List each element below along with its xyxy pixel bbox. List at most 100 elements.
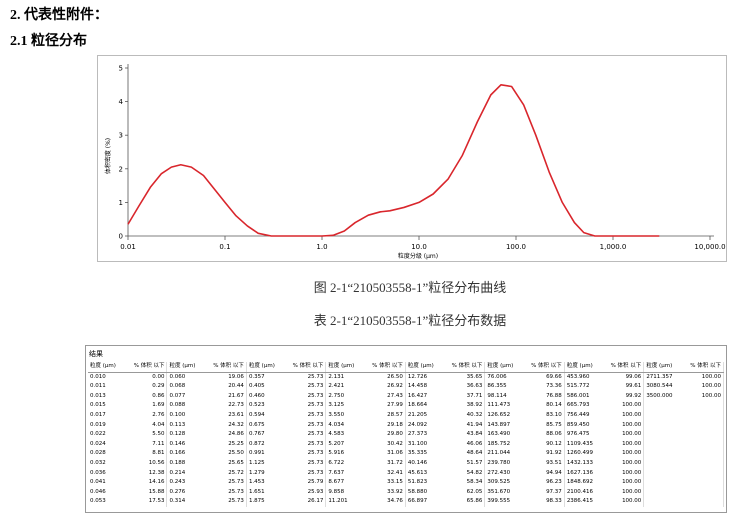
volume-cell: 100.00 [683, 382, 725, 392]
size-cell: 1.875 [248, 498, 265, 505]
size-cell: 0.010 [90, 373, 106, 380]
volume-cell: 41.94 [444, 420, 486, 431]
volume-cell: 29.18 [365, 420, 406, 431]
column-header: 粒度 (μm) [88, 362, 127, 373]
figure-caption: 图 2-1“210503558-1”粒径分布曲线 [313, 280, 507, 295]
y-tick-label: 5 [119, 65, 123, 73]
volume-cell: 7.11 [127, 439, 168, 450]
volume-cell: 30.42 [365, 439, 406, 450]
volume-cell: 94.94 [524, 468, 565, 479]
size-cell: 2711.357 [646, 373, 673, 380]
size-cell: 0.594 [248, 411, 265, 418]
size-cell: 1.125 [248, 459, 265, 466]
size-cell: 0.872 [248, 440, 265, 447]
chart-frame: 体积密度 (%) 粒度分级 (μm) 0 1 2 3 4 5 0.01 0.1 1.0 10.0 1… [97, 55, 727, 262]
size-cell: 11.201 [328, 498, 348, 505]
size-cell: 14.458 [407, 383, 428, 390]
x-axis-label: 粒度分级 (μm) [398, 252, 438, 260]
volume-cell: 12.38 [127, 468, 168, 479]
column-header: % 体积 以下 [683, 362, 725, 373]
volume-cell: 98.33 [524, 497, 565, 507]
volume-cell: 25.93 [285, 487, 327, 498]
size-cell: 126.652 [487, 411, 511, 418]
volume-cell: 25.73 [206, 478, 247, 488]
size-cell [644, 430, 684, 440]
volume-cell: 43.84 [444, 430, 486, 440]
size-cell: 399.555 [487, 498, 511, 505]
volume-cell: 97.37 [524, 487, 565, 498]
data-row: 0.017 2.76 0.100 23.61 0.594 25.73 3.550 28.57 2… [88, 410, 725, 421]
size-cell [644, 449, 684, 459]
size-cell: 5.207 [328, 440, 345, 447]
size-cell: 111.473 [487, 402, 511, 409]
volume-cell: 29.80 [365, 430, 406, 440]
volume-cell: 25.79 [285, 478, 327, 488]
volume-cell: 26.50 [365, 372, 406, 383]
table-caption: 表 2-1“210503558-1”粒径分布数据 [313, 313, 507, 328]
size-cell: 1627.136 [566, 469, 594, 476]
size-cell: 0.077 [169, 392, 186, 399]
size-cell: 3500.000 [646, 392, 673, 399]
size-cell: 272.430 [487, 469, 511, 476]
size-cell: 143.897 [487, 421, 511, 428]
volume-cell: 15.88 [127, 487, 168, 498]
volume-cell: 25.73 [206, 487, 247, 498]
size-cell: 3.125 [328, 402, 345, 409]
x-tick-label: 0.01 [120, 243, 136, 251]
volume-cell: 23.61 [206, 410, 247, 421]
volume-cell: 25.73 [285, 401, 327, 411]
volume-cell: 35.65 [444, 372, 486, 383]
volume-cell: 25.73 [285, 430, 327, 440]
size-cell: 7.637 [328, 469, 345, 476]
size-cell: 0.243 [169, 479, 186, 486]
size-cell: 1.279 [248, 469, 265, 476]
size-cell: 27.373 [407, 431, 428, 438]
x-tick-label: 1,000.0 [600, 243, 627, 251]
volume-cell: 1.69 [127, 401, 168, 411]
volume-cell: 69.66 [524, 372, 565, 383]
size-cell: 66.897 [407, 498, 428, 505]
volume-cell: 10.56 [127, 458, 168, 469]
volume-cell: 25.73 [206, 497, 247, 507]
size-cell: 0.767 [248, 431, 265, 438]
volume-cell: 36.63 [444, 382, 486, 392]
volume-cell: 100.00 [603, 420, 645, 431]
size-cell: 76.006 [487, 373, 507, 380]
size-cell: 86.355 [487, 383, 507, 390]
size-cell: 0.011 [90, 383, 106, 390]
volume-cell: 4.04 [127, 420, 168, 431]
volume-cell [683, 478, 725, 488]
size-cell [644, 411, 684, 421]
data-row: 0.022 5.50 0.128 24.86 0.767 25.73 4.583 29.80 2… [88, 430, 725, 440]
column-header: 粒度 (μm) [405, 362, 445, 373]
volume-cell: 25.73 [285, 420, 327, 431]
size-cell: 0.013 [90, 392, 106, 399]
volume-cell: 25.73 [285, 372, 327, 383]
volume-cell: 14.16 [127, 478, 168, 488]
size-cell: 24.092 [407, 421, 428, 428]
volume-cell: 24.86 [206, 430, 247, 440]
volume-cell: 22.73 [206, 401, 247, 411]
size-cell: 58.880 [407, 488, 428, 495]
size-cell: 1.651 [248, 488, 265, 495]
size-cell: 2.131 [328, 373, 345, 380]
size-cell: 45.613 [407, 469, 428, 476]
x-tick-label: 100.0 [506, 243, 526, 251]
y-tick-label: 4 [119, 98, 124, 106]
size-cell: 0.060 [169, 373, 186, 380]
volume-cell: 37.71 [444, 391, 486, 402]
column-header: 粒度 (μm) [484, 362, 525, 373]
volume-cell: 38.92 [444, 401, 486, 411]
size-cell: 3080.544 [646, 383, 673, 390]
size-cell: 0.032 [90, 459, 106, 466]
data-row: 0.011 0.29 0.068 20.44 0.405 25.73 2.421 26.92 1… [88, 382, 725, 392]
volume-cell: 99.06 [603, 372, 645, 383]
size-cell: 9.858 [328, 488, 345, 495]
size-cell: 18.664 [407, 402, 428, 409]
volume-cell: 46.06 [444, 439, 486, 450]
size-cell: 0.128 [169, 431, 186, 438]
volume-cell: 32.41 [365, 468, 406, 479]
size-cell: 0.214 [169, 469, 186, 476]
volume-cell: 54.82 [444, 468, 486, 479]
chart: 体积密度 (%) 粒度分级 (μm) 0 1 2 3 4 5 0.01 0.1 1.0 10.0 1… [104, 64, 726, 260]
